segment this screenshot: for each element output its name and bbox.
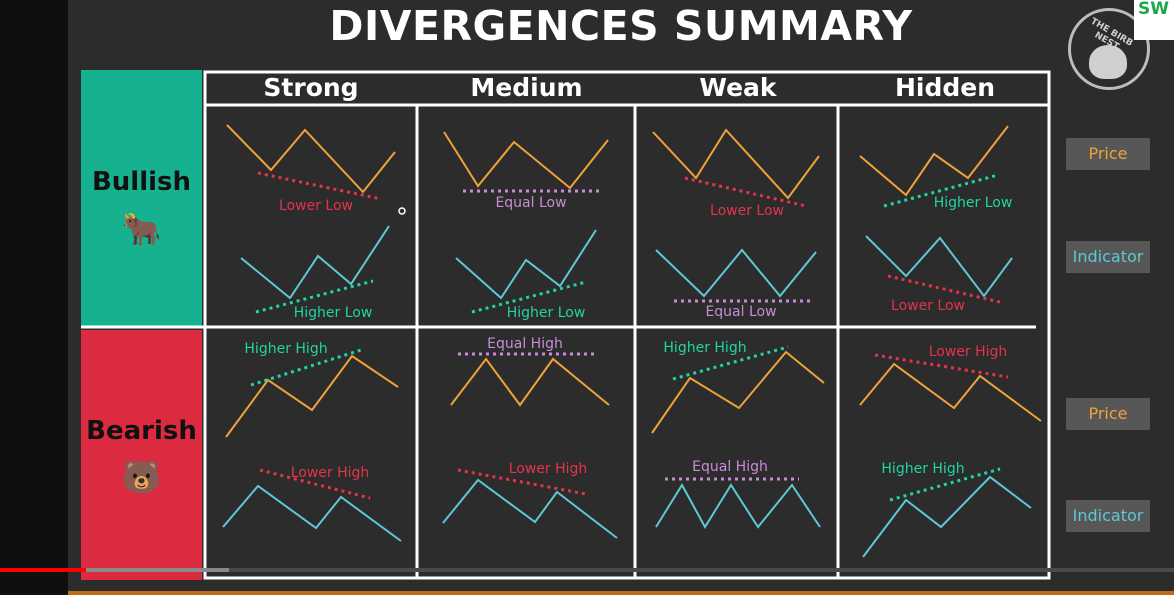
bull-icon: 🐂 [121, 210, 162, 248]
bullish-medium-price-line [443, 131, 609, 190]
row-label-bullish-text: Bullish [91, 167, 192, 197]
row-label-bearish: Bearish 🐻 [81, 330, 202, 580]
bearish-medium-indicator-line [442, 478, 618, 539]
channel-badge[interactable]: SW [1134, 0, 1174, 40]
bearish-strong-price-trendline [250, 348, 362, 387]
bullish-weak-indicator-line [655, 248, 817, 298]
bearish-strong-indicator-label: Lower High [291, 465, 370, 481]
mouse-cursor-icon [398, 207, 406, 215]
row-label-bullish: Bullish 🐂 [81, 70, 202, 326]
bullish-hidden-price-label: Higher Low [934, 195, 1013, 211]
column-header-medium: Medium [470, 73, 583, 102]
column-header-hidden: Hidden [894, 73, 996, 102]
video-progress-track[interactable] [0, 568, 1174, 572]
birb-nest-logo: THE BIRB NEST [1068, 8, 1150, 90]
bullish-hidden-price-line [859, 125, 1009, 197]
bearish-medium-indicator-label: Lower High [509, 461, 588, 477]
column-header-weak: Weak [699, 73, 777, 102]
bullish-strong-indicator-trendline [255, 279, 374, 314]
slide: DIVERGENCES SUMMARY Bullish 🐂 Bearish 🐻 … [68, 0, 1174, 595]
bearish-hidden-price-label: Lower High [929, 344, 1008, 360]
bearish-weak-price-line [651, 350, 825, 434]
video-progress-buffered [85, 568, 229, 572]
row-label-bearish-text: Bearish [86, 416, 197, 446]
bird-icon [1089, 45, 1127, 79]
bottom-accent-bar [68, 591, 1174, 595]
bullish-weak-price-label: Lower Low [710, 203, 784, 219]
side-label-indicator-bottom: Indicator [1066, 500, 1150, 532]
bearish-strong-indicator-line [222, 484, 402, 542]
column-header-strong: Strong [263, 73, 359, 102]
bearish-medium-price-line [450, 357, 610, 407]
bearish-medium-price-label: Equal High [487, 336, 563, 352]
side-label-price-bottom: Price [1066, 398, 1150, 430]
divergence-lines [222, 124, 1042, 558]
bullish-weak-price-line [652, 128, 820, 200]
bearish-weak-indicator-label: Equal High [692, 459, 768, 475]
video-progress-played[interactable] [0, 568, 86, 572]
bear-icon: 🐻 [121, 458, 162, 496]
bullish-medium-indicator-trendline [471, 280, 587, 314]
bullish-hidden-price-trendline [883, 173, 999, 208]
bearish-hidden-indicator-label: Higher High [881, 461, 964, 477]
bearish-strong-price-label: Higher High [244, 341, 327, 357]
bearish-medium-indicator-trendline [457, 468, 587, 496]
side-label-price-top: Price [1066, 138, 1150, 170]
bullish-medium-indicator-line [455, 229, 597, 300]
table-border [203, 70, 1051, 580]
grid-frame [81, 70, 1051, 580]
bullish-hidden-indicator-trendline [887, 274, 1005, 305]
bullish-strong-indicator-label: Higher Low [294, 305, 373, 321]
bullish-weak-indicator-label: Equal Low [705, 304, 776, 320]
bullish-hidden-indicator-line [865, 235, 1013, 298]
bearish-hidden-indicator-line [862, 475, 1032, 558]
slide-title: DIVERGENCES SUMMARY [329, 2, 913, 50]
bearish-weak-indicator-line [655, 483, 821, 529]
bearish-hidden-indicator-trendline [889, 467, 1001, 502]
bearish-hidden-price-line [859, 362, 1042, 422]
divergence-grid: Lower Low Higher Low Equal Low Higher Low Lo… [81, 70, 1051, 580]
bullish-strong-price-trendline [257, 171, 382, 201]
bullish-medium-indicator-label: Higher Low [507, 305, 586, 321]
bearish-weak-price-label: Higher High [663, 340, 746, 356]
bullish-strong-price-label: Lower Low [279, 198, 353, 214]
side-label-indicator-top: Indicator [1066, 241, 1150, 273]
bullish-strong-indicator-line [240, 225, 390, 300]
bullish-hidden-indicator-label: Lower Low [891, 298, 965, 314]
bullish-strong-price-line [226, 124, 396, 194]
bearish-strong-indicator-trendline [259, 468, 371, 500]
bullish-weak-price-trendline [684, 176, 807, 208]
bearish-strong-price-line [225, 354, 399, 438]
divergence-labels: Lower Low Higher Low Equal Low Higher Low Lo… [244, 195, 1012, 481]
bearish-hidden-price-trendline [874, 353, 1009, 379]
bullish-medium-price-label: Equal Low [495, 195, 566, 211]
bearish-weak-price-trendline [672, 345, 789, 381]
